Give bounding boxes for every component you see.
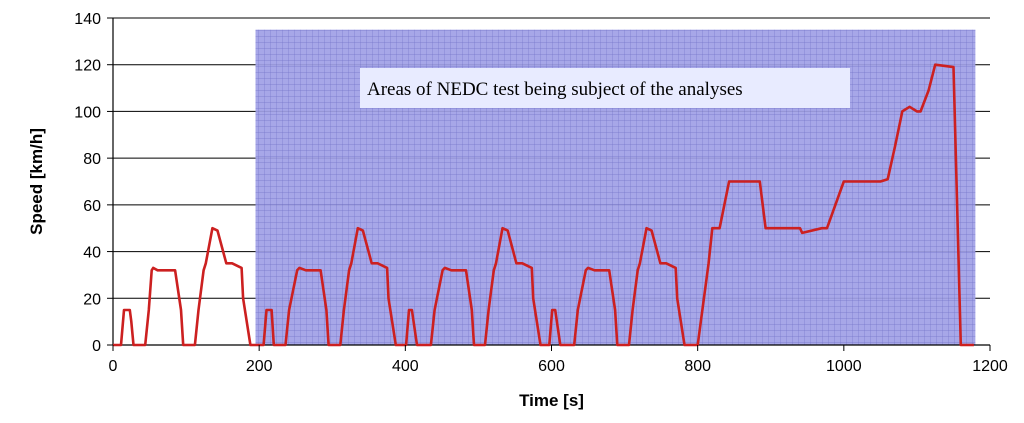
y-tick-label: 60: [83, 198, 101, 215]
x-tick-label: 800: [684, 358, 711, 375]
x-tick-label: 1200: [972, 358, 1008, 375]
y-tick-label: 120: [74, 58, 101, 75]
y-axis-title: Speed [km/h]: [27, 128, 46, 235]
y-tick-label: 0: [92, 338, 101, 355]
x-tick-label: 1000: [826, 358, 862, 375]
speed-series-line: [113, 63, 974, 347]
y-tick-label: 20: [83, 291, 101, 308]
x-tick-label: 200: [246, 358, 273, 375]
y-tick-label: 40: [83, 245, 101, 262]
annotation: Areas of NEDC test being subject of the …: [360, 68, 850, 108]
y-tick-label: 80: [83, 151, 101, 168]
series-layer: [113, 63, 974, 347]
annotation-box: [360, 68, 850, 108]
y-tick-label: 100: [74, 104, 101, 121]
x-tick-label: 0: [109, 358, 118, 375]
x-tick-label: 400: [392, 358, 419, 375]
annotation-text: Areas of NEDC test being subject of the …: [367, 79, 743, 100]
tick-labels: 0 200 400 600 800 1000 1200 0 20 40 60 80 100 120 140: [74, 11, 1008, 375]
y-tick-label: 140: [74, 11, 101, 28]
x-axis-title: Time [s]: [519, 391, 584, 410]
x-tick-label: 600: [538, 358, 565, 375]
